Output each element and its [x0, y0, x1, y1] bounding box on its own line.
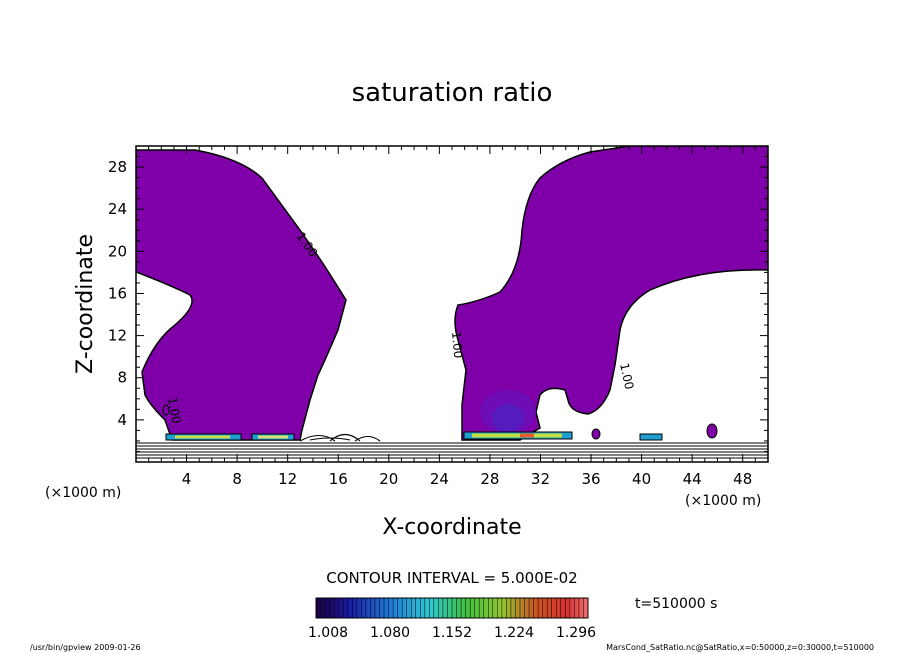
high-saturation-band	[639, 433, 663, 441]
colorbar-labels: 1.008 1.080 1.152 1.224 1.296	[308, 625, 596, 641]
y-tick-label: 20	[108, 242, 127, 260]
contour-label: 1.00	[617, 362, 636, 391]
footer-right: MarsCond_SatRatio.nc@SatRatio,x=0:50000,…	[606, 643, 874, 652]
x-unit-label-left: (×1000 m)	[45, 485, 121, 501]
x-tick-label: 16	[329, 470, 348, 488]
blob	[591, 428, 601, 440]
y-tick-label: 8	[117, 369, 127, 387]
x-tick-label: 24	[430, 470, 449, 488]
colorbar-label: 1.008	[308, 625, 348, 641]
contour-label: 1.00	[449, 331, 465, 359]
x-tick-label: 44	[683, 470, 702, 488]
colorbar-label: 1.152	[432, 625, 472, 641]
x-tick-label: 32	[531, 470, 550, 488]
colorbar-divisions	[320, 598, 584, 618]
supersaturated-region-left	[136, 149, 347, 441]
x-tick-label: 36	[581, 470, 600, 488]
x-axis: 4 8 12 16 20 24 28 32 36 40 44 48	[148, 146, 756, 488]
footer-left: /usr/bin/gpview 2009-01-26	[30, 643, 141, 652]
y-tick-label: 4	[117, 411, 127, 429]
colorbar-label: 1.080	[370, 625, 410, 641]
y-axis: 4 8 12 16 20 24 28	[108, 156, 768, 452]
blob	[706, 423, 718, 439]
contour-label: 1.00	[165, 396, 183, 425]
x-tick-label: 40	[632, 470, 651, 488]
time-label: t=510000 s	[635, 596, 717, 612]
colorbar-label: 1.296	[556, 625, 596, 641]
x-tick-label: 8	[232, 470, 242, 488]
chart-title: saturation ratio	[352, 78, 553, 108]
y-axis-label: Z-coordinate	[73, 234, 98, 374]
x-tick-label: 4	[182, 470, 192, 488]
blob	[162, 404, 170, 416]
x-unit-label-right: (×1000 m)	[685, 493, 761, 509]
x-axis-label: X-coordinate	[382, 515, 521, 540]
contour-field	[136, 146, 768, 459]
y-tick-label: 24	[108, 200, 127, 218]
x-tick-label: 48	[733, 470, 752, 488]
x-tick-label: 28	[480, 470, 499, 488]
y-tick-label: 28	[108, 158, 127, 176]
x-tick-label: 12	[278, 470, 297, 488]
y-tick-label: 16	[108, 284, 127, 302]
contour-interval: CONTOUR INTERVAL = 5.000E-02	[326, 569, 577, 587]
y-tick-label: 12	[108, 327, 127, 345]
colorbar-label: 1.224	[494, 625, 534, 641]
x-tick-label: 20	[379, 470, 398, 488]
